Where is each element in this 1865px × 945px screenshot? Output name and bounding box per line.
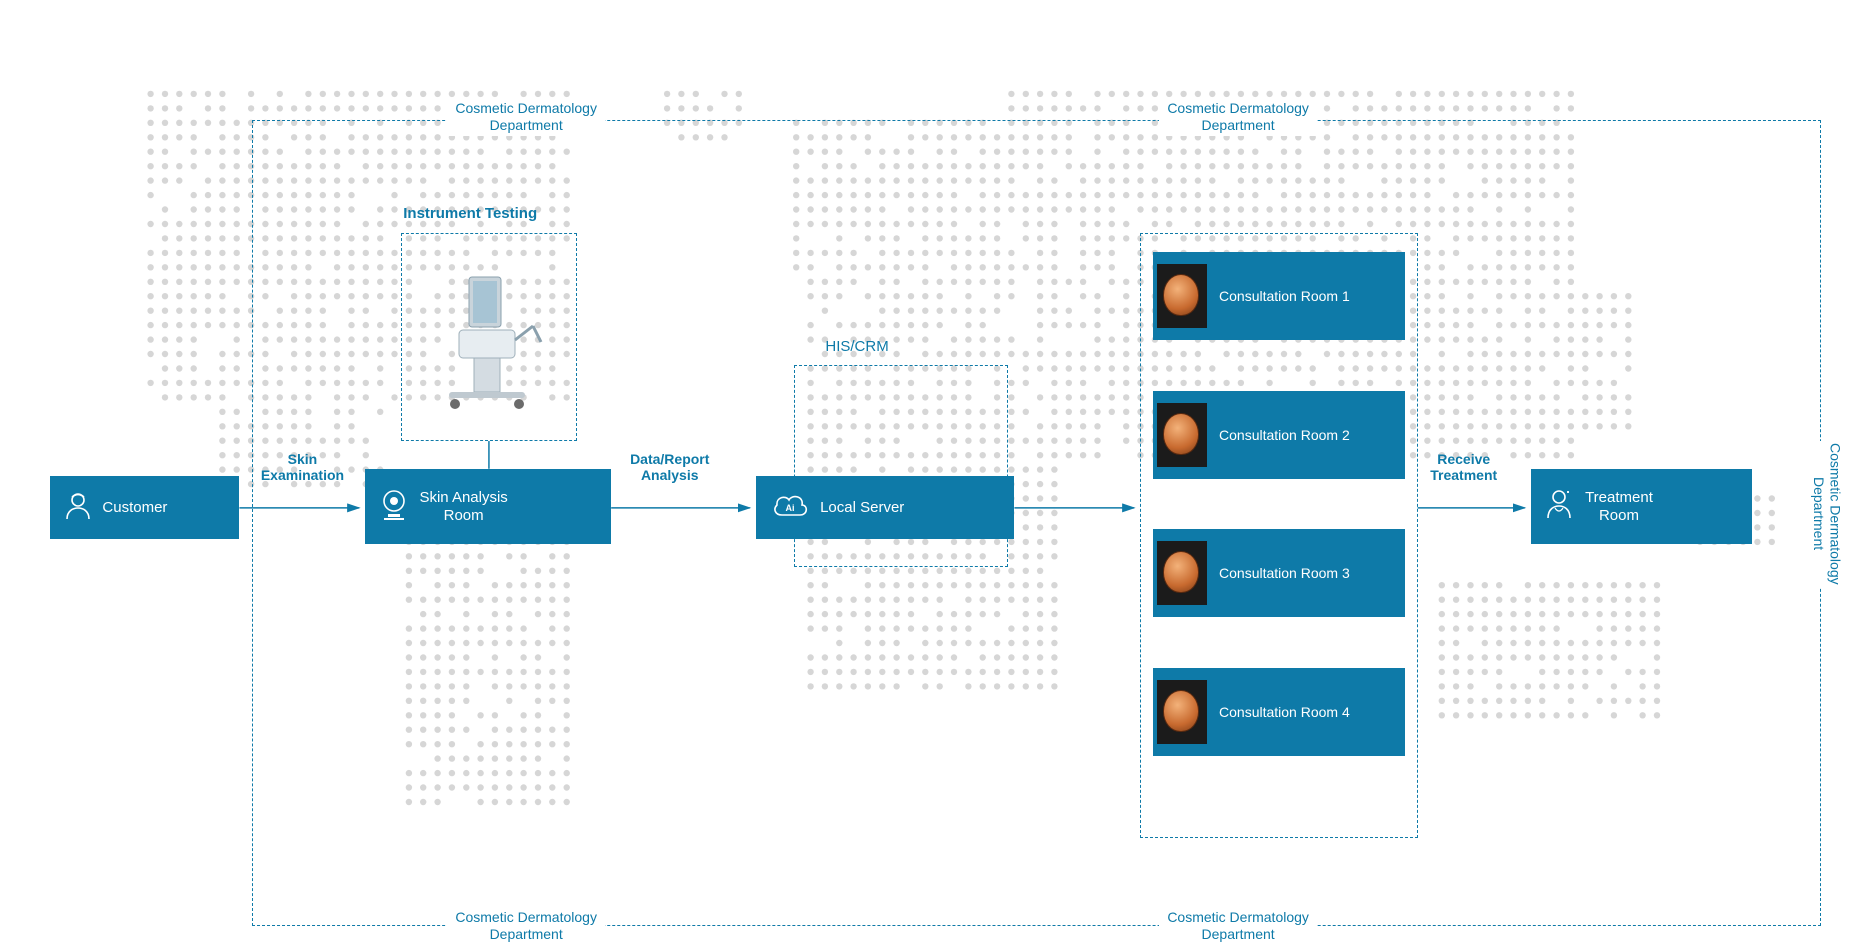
hiscrm-label: HIS/CRM <box>825 338 888 355</box>
skin-analysis-label: Skin Analysis Room <box>419 489 507 524</box>
face-scan-icon <box>1157 680 1207 744</box>
customer-node: Customer <box>50 476 239 539</box>
consultation-room: Consultation Room 1 <box>1153 252 1405 340</box>
customer-label: Customer <box>102 499 167 516</box>
consultation-label: Consultation Room 4 <box>1211 704 1350 720</box>
consultation-room: Consultation Room 2 <box>1153 391 1405 479</box>
edge-label: Receive Treatment <box>1430 451 1497 483</box>
treatment-room-label: Treatment Room <box>1585 489 1653 524</box>
consultation-label: Consultation Room 3 <box>1211 565 1350 581</box>
face-scan-icon <box>1157 264 1207 328</box>
edge-label: Skin Examination <box>261 451 344 483</box>
treatment-room-node: Treatment Room <box>1531 469 1752 545</box>
svg-text:Ai: Ai <box>786 503 795 513</box>
consultation-label: Consultation Room 2 <box>1211 427 1350 443</box>
department-label-vertical: Cosmetic Dermatology Department <box>1802 441 1852 587</box>
department-label: Cosmetic Dermatology Department <box>1159 907 1317 945</box>
cloud-ai-icon: Ai <box>770 491 810 525</box>
consultation-room: Consultation Room 4 <box>1153 668 1405 756</box>
department-label: Cosmetic Dermatology Department <box>447 98 605 136</box>
local-server-label: Local Server <box>820 499 904 516</box>
consultation-room: Consultation Room 3 <box>1153 529 1405 617</box>
department-label: Cosmetic Dermatology Department <box>447 907 605 945</box>
skin-analysis-node: Skin Analysis Room <box>365 469 611 545</box>
department-label: Cosmetic Dermatology Department <box>1159 98 1317 136</box>
person-icon <box>64 491 92 525</box>
camera-icon <box>379 488 409 526</box>
edge-label: Data/Report Analysis <box>630 451 709 483</box>
face-scan-icon <box>1157 541 1207 605</box>
local-server-node: Ai Local Server <box>756 476 1014 539</box>
doctor-icon <box>1545 488 1575 526</box>
consultation-label: Consultation Room 1 <box>1211 288 1350 304</box>
instrument-image <box>413 251 564 434</box>
face-scan-icon <box>1157 403 1207 467</box>
instrument-title: Instrument Testing <box>403 205 537 222</box>
